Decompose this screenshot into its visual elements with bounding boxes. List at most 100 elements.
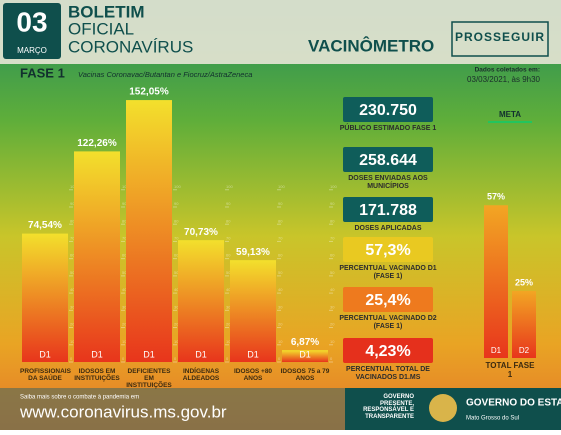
scale-label: 100: [70, 184, 77, 189]
stat-label: PÚBLICO ESTIMADO FASE 1: [339, 125, 437, 132]
logo-box: [451, 21, 549, 57]
scale-label: 100: [226, 184, 233, 189]
scale-label: 70: [70, 235, 75, 240]
bar: [484, 205, 508, 358]
scale-label: 80: [122, 218, 127, 223]
phase-vaccines: Vacinas Coronavac/Butantan e Fiocruz/Ast…: [78, 70, 252, 79]
scale-label: 70: [330, 235, 335, 240]
scale-label: 60: [122, 253, 127, 258]
scale-label: 10: [70, 339, 75, 344]
scale-label: 50: [278, 270, 283, 275]
title-line: OFICIAL: [68, 19, 134, 38]
footer-info: Saiba mais sobre o combate à pandemia em: [20, 395, 139, 401]
stat-label: DOSES ENVIADAS AOS MUNICÍPIOS: [348, 175, 428, 190]
scale-label: 30: [174, 304, 179, 309]
day: 03: [16, 6, 47, 37]
scale-label: 20: [330, 322, 335, 327]
stat-value: 4,23%: [365, 343, 411, 360]
date-box: [3, 3, 61, 59]
scale-label: 10: [226, 339, 231, 344]
scale-label: 40: [122, 287, 127, 292]
scale-label: 40: [278, 287, 283, 292]
header-band: [0, 0, 561, 64]
scale-label: 90: [226, 201, 231, 206]
value-label: 122,26%: [77, 138, 117, 149]
scale-label: 60: [330, 253, 335, 258]
bar-label: D1: [247, 349, 259, 359]
bar-label: D1: [91, 349, 103, 359]
stat-value: 25,4%: [365, 292, 411, 309]
bar-label: D1: [143, 349, 155, 359]
scale-label: 90: [122, 201, 127, 206]
scale-label: 60: [174, 253, 179, 258]
scale-label: 50: [174, 270, 179, 275]
scale-label: 0: [330, 356, 333, 361]
scale-label: 30: [278, 304, 283, 309]
footer-motto: GOVERNO PRESENTE, RESPONSÁVEL E TRANSPAR…: [363, 394, 414, 420]
scale-label: 80: [70, 218, 75, 223]
scale-label: 100: [330, 184, 337, 189]
scale-label: 40: [330, 287, 335, 292]
scale-label: 40: [226, 287, 231, 292]
title-line: BOLETIM: [68, 2, 145, 21]
logo: PROSSEGUIR: [455, 30, 545, 44]
scale-label: 90: [174, 201, 179, 206]
bar-label: D1: [299, 349, 311, 359]
scale-label: 40: [174, 287, 179, 292]
collected-label: Dados coletados em:: [475, 67, 540, 74]
value-label: 57%: [487, 192, 505, 202]
bar-label: D1: [195, 349, 207, 359]
category-label: IDOSOS +80 ANOS: [233, 368, 273, 383]
category-label: INDÍGENAS ALDEADOS: [182, 368, 220, 383]
scale-label: 20: [226, 322, 231, 327]
category-label: IDOSOS 75 a 79 ANOS: [280, 368, 330, 383]
category-label: DEFICIENTES EM INSTITUIÇÕES: [126, 368, 172, 390]
scale-label: 70: [278, 235, 283, 240]
bar: [74, 151, 120, 362]
scale-label: 30: [226, 304, 231, 309]
bar: [230, 260, 276, 362]
stat-box: [343, 237, 433, 262]
emblem: [429, 394, 457, 422]
value-label: 25%: [515, 277, 533, 287]
scale-label: 40: [70, 287, 75, 292]
scale-label: 10: [330, 339, 335, 344]
phase-title: FASE 1: [20, 65, 65, 80]
scale-label: 90: [278, 201, 283, 206]
scale-label: 80: [330, 218, 335, 223]
scale-label: 20: [70, 322, 75, 327]
scale-label: 10: [174, 339, 179, 344]
scale-label: 30: [70, 304, 75, 309]
title-line: CORONAVÍRUS: [68, 37, 193, 56]
stat-value: 57,3%: [365, 242, 411, 259]
scale-label: 60: [226, 253, 231, 258]
stat-label: DOSES APLICADAS: [354, 225, 422, 232]
collected-date: 03/03/2021, às 9h30: [467, 75, 541, 84]
scale-label: 70: [226, 235, 231, 240]
value-label: 59,13%: [236, 247, 270, 258]
scale-label: 10: [122, 339, 127, 344]
scale-label: 30: [330, 304, 335, 309]
scale-label: 50: [226, 270, 231, 275]
footer-state: Mato Grosso do Sul: [466, 416, 519, 422]
stat-box: [343, 338, 433, 363]
section-title: VACINÔMETRO: [308, 36, 434, 55]
stat-box: [343, 197, 433, 222]
stat-box: [343, 287, 433, 312]
scale-label: 0: [70, 356, 73, 361]
category-label: PROFISSIONAIS DA SAÚDE: [20, 368, 71, 383]
scale-label: 90: [70, 201, 75, 206]
stat-value: 171.788: [359, 202, 417, 219]
stat-value: 230.750: [359, 102, 417, 119]
scale-label: 0: [122, 356, 125, 361]
scale-label: 50: [122, 270, 127, 275]
scale-label: 70: [122, 235, 127, 240]
scale-label: 80: [174, 218, 179, 223]
scale-label: 20: [278, 322, 283, 327]
bar: [512, 291, 536, 358]
bar-label: D1: [39, 349, 51, 359]
value-label: 6,87%: [291, 337, 319, 348]
footer-gov: GOVERNO DO ESTADO: [466, 398, 561, 409]
scale-label: 0: [174, 356, 177, 361]
